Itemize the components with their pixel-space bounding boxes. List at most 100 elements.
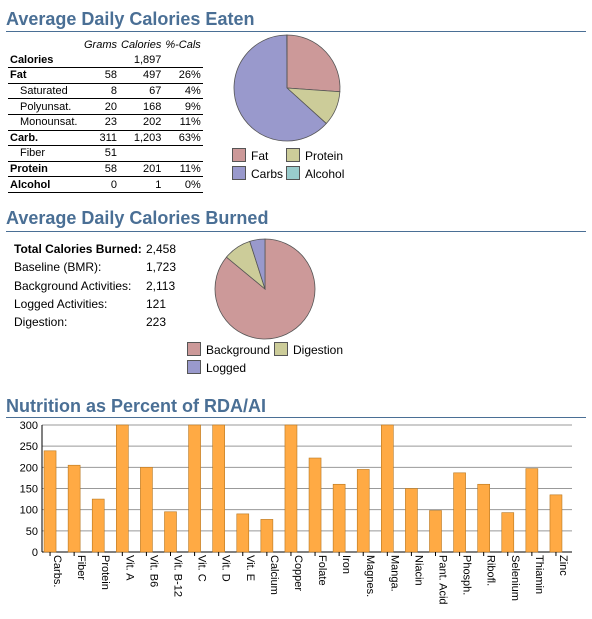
burned-section-title: Average Daily Calories Burned <box>6 208 269 228</box>
x-tick-label: Pant. Acid <box>437 555 449 605</box>
bar-niacin <box>405 488 418 553</box>
x-tick-label: Selenium <box>509 555 521 601</box>
row-label: Fiber <box>8 145 82 162</box>
rda-bar-chart: 0 50 100 150 200 250 300 Carbs. Fiber Protein Vit.… <box>20 420 572 605</box>
y-tick-label: 50 <box>26 526 38 538</box>
table-row: Calories 1,897 <box>8 52 203 69</box>
legend-swatch <box>232 148 246 162</box>
x-tick-label: Vit. B6 <box>147 555 159 587</box>
table-row: Alcohol 0 1 0% <box>8 176 203 193</box>
y-tick-label: 150 <box>20 484 38 496</box>
row-calories: 201 <box>119 161 164 178</box>
bar-copper <box>284 424 298 553</box>
rda-section-rule <box>6 417 586 418</box>
x-tick-label: Niacin <box>412 555 424 586</box>
row-pct-cals <box>163 52 203 69</box>
row-grams: 0 <box>82 176 119 193</box>
bar-iron <box>332 483 346 553</box>
legend-item-alcohol: Alcohol <box>286 166 344 181</box>
y-tick-label: 250 <box>20 441 38 453</box>
row-pct-cals: 9% <box>163 98 203 115</box>
legend-label: Carbs <box>251 167 284 181</box>
x-tick-label: Thiamin <box>533 555 545 594</box>
pie-slice-logged <box>249 238 266 290</box>
bar-vit-e <box>236 513 250 553</box>
legend-item-logged: Logged <box>187 360 246 375</box>
burned-section-rule <box>6 231 586 232</box>
burned-value: 2,113 <box>146 278 176 293</box>
table-row: Polyunsat. 20 168 9% <box>8 98 203 115</box>
y-tick-label: 300 <box>20 420 38 432</box>
calories-eaten-pie-chart <box>233 34 341 142</box>
bar-carbs <box>43 450 57 553</box>
burned-value: 1,723 <box>146 260 177 275</box>
table-row: Carb. 311 1,203 63% <box>8 130 203 147</box>
bar-magnes <box>356 469 370 553</box>
x-tick-label: Copper <box>292 555 304 591</box>
bar-manga <box>381 424 394 553</box>
legend-label: Protein <box>305 149 344 163</box>
row-pct-cals: 26% <box>163 67 203 84</box>
x-tick-label: Folate <box>316 555 328 586</box>
bar-fiber <box>67 464 81 553</box>
calories-burned-pie-chart <box>214 238 316 340</box>
table-row: Monounsat. 23 202 11% <box>8 114 203 131</box>
bar-ribofl <box>477 483 490 553</box>
bar-vit-d <box>212 424 225 553</box>
burned-label: Digestion: <box>14 315 68 330</box>
row-grams: 58 <box>82 67 119 84</box>
bar-protein <box>91 498 105 553</box>
x-tick-label: Iron <box>340 555 352 574</box>
row-calories <box>119 145 164 162</box>
legend-item-carbs: Carbs <box>232 166 283 181</box>
header-grams: Grams <box>84 39 117 52</box>
legend-swatch <box>187 342 201 356</box>
legend-swatch <box>187 360 201 374</box>
row-label: Fat <box>8 67 82 84</box>
bar-vit-b-12 <box>164 511 177 553</box>
row-pct-cals <box>163 145 203 162</box>
row-label: Carb. <box>8 130 82 147</box>
burned-value: 121 <box>146 296 167 311</box>
x-tick-label: Ribofl. <box>485 555 497 586</box>
calories-eaten-table: Grams Calories %-Cals Calories 1,897 Fat 58… <box>8 38 203 193</box>
row-label: Monounsat. <box>8 114 82 131</box>
legend-swatch <box>286 148 300 162</box>
row-calories: 202 <box>119 114 164 131</box>
rda-section-title: Nutrition as Percent of RDA/AI <box>6 396 267 416</box>
table-row: Fiber 51 <box>8 145 203 162</box>
pie-slice-fat <box>286 34 341 93</box>
row-calories: 497 <box>119 67 164 84</box>
x-tick-label: Carbs. <box>51 555 63 587</box>
legend-item-fat: Fat <box>232 148 268 163</box>
bar-vit-c <box>188 424 201 553</box>
row-pct-cals: 11% <box>163 161 203 178</box>
row-grams: 311 <box>82 130 119 147</box>
x-tick-label: Calcium <box>268 555 280 595</box>
bar-thiamin <box>525 468 539 553</box>
burned-value: 2,458 <box>146 242 177 256</box>
row-grams: 8 <box>82 83 119 100</box>
row-pct-cals: 11% <box>163 114 203 131</box>
table-row: Fat 58 497 26% <box>8 67 203 84</box>
burned-label: Total Calories Burned: <box>14 242 142 256</box>
x-tick-label: Magnes. <box>364 555 376 597</box>
bar-selenium <box>501 512 515 553</box>
x-tick-label: Vit. D <box>220 555 232 582</box>
table-row: Protein 58 201 11% <box>8 161 203 178</box>
x-tick-label: Vit. B-12 <box>172 555 184 597</box>
row-grams: 20 <box>82 98 119 115</box>
row-calories: 168 <box>119 98 164 115</box>
row-grams: 58 <box>82 161 119 178</box>
burned-value: 223 <box>146 315 167 330</box>
x-tick-label: Fiber <box>75 555 87 580</box>
bar-folate <box>308 457 322 553</box>
legend-item-protein: Protein <box>286 148 343 163</box>
x-tick-label: Vit. E <box>244 555 256 581</box>
x-tick-label: Vit. A <box>123 555 135 581</box>
legend-label: Logged <box>206 361 247 375</box>
row-label: Protein <box>8 161 82 178</box>
row-pct-cals: 4% <box>163 83 203 100</box>
burned-label: Background Activities: <box>14 278 132 293</box>
legend-label: Background <box>206 343 271 357</box>
